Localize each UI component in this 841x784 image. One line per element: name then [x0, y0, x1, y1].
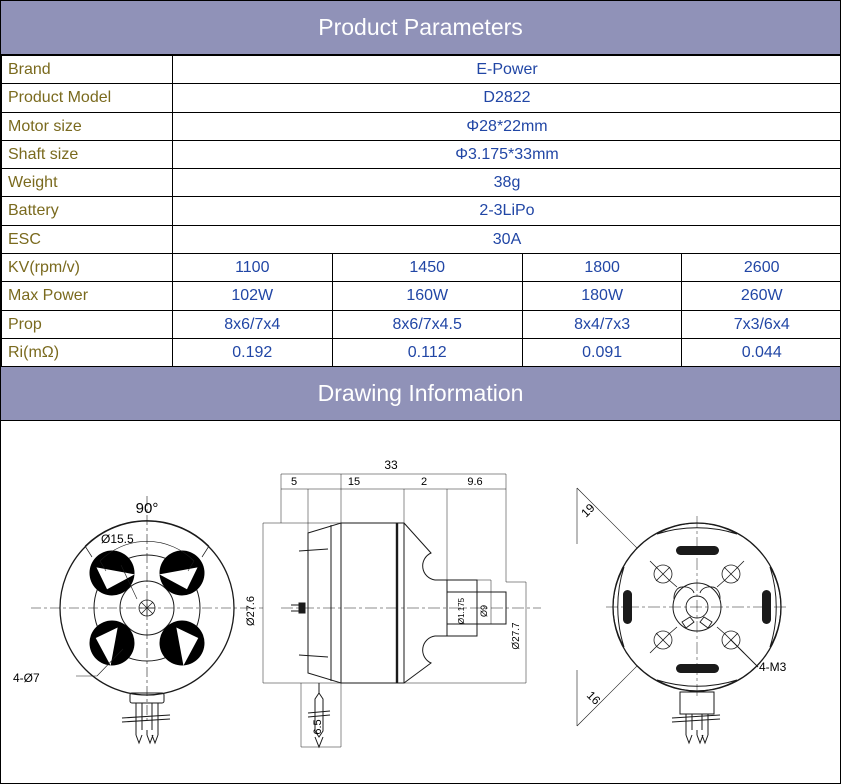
svg-text:Ø15.5: Ø15.5	[101, 532, 134, 546]
svg-text:4-Ø7: 4-Ø7	[13, 671, 40, 685]
svg-text:19: 19	[578, 501, 598, 521]
svg-text:4-M3: 4-M3	[759, 660, 787, 674]
svg-text:90°: 90°	[136, 500, 159, 517]
svg-text:15: 15	[348, 476, 360, 488]
svg-text:9.6: 9.6	[467, 476, 482, 488]
svg-text:Ø27.7: Ø27.7	[511, 622, 522, 650]
svg-text:5: 5	[291, 476, 297, 488]
svg-text:33: 33	[384, 458, 398, 472]
svg-text:16: 16	[584, 688, 604, 708]
svg-text:2: 2	[421, 476, 427, 488]
svg-text:6.5: 6.5	[312, 720, 324, 735]
svg-text:Ø9: Ø9	[479, 605, 489, 617]
svg-text:Ø27.6: Ø27.6	[245, 596, 257, 626]
svg-text:Ø1.175: Ø1.175	[457, 598, 466, 625]
